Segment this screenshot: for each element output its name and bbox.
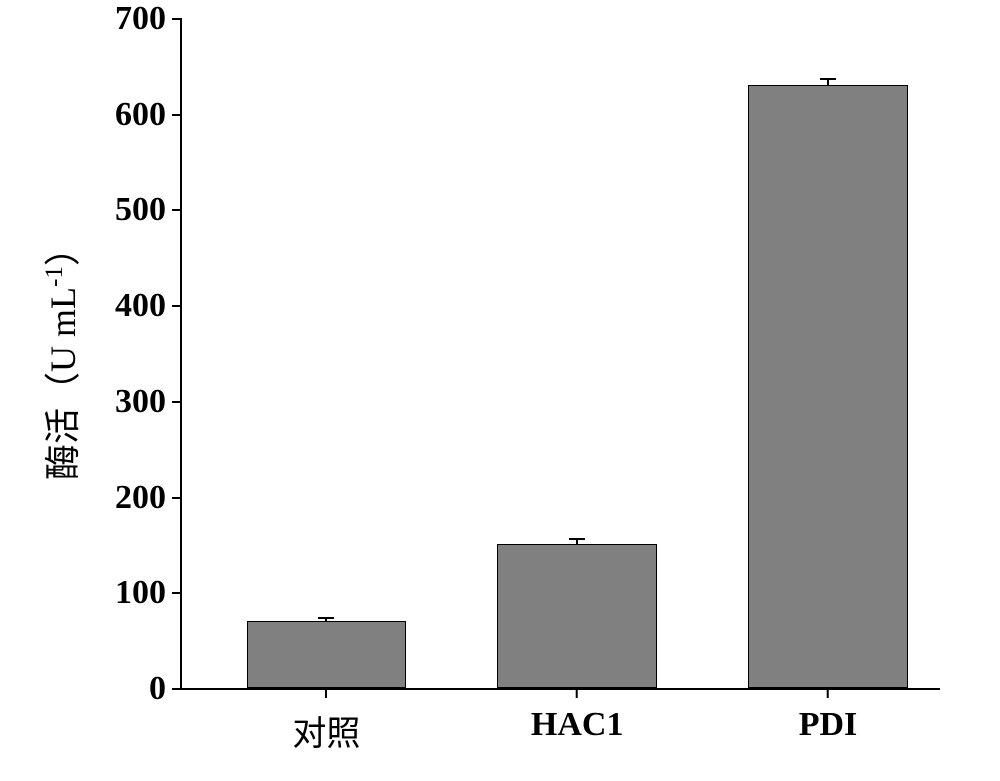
y-tick-mark (172, 18, 182, 20)
bar-chart: 0100200300400500600700对照HAC1PDI 酶活（U mL-… (0, 0, 1000, 781)
y-tick-mark (172, 592, 182, 594)
x-tick-mark (576, 688, 578, 698)
y-tick: 200 (115, 479, 182, 517)
plot-area: 0100200300400500600700对照HAC1PDI (180, 20, 940, 690)
y-axis-title-sup: -1 (41, 266, 68, 287)
y-tick-label: 0 (149, 670, 172, 708)
x-tick: HAC1 (531, 688, 624, 744)
bar (247, 621, 407, 688)
x-tick-label: 对照 (292, 698, 360, 755)
y-tick-label: 400 (115, 287, 172, 325)
error-bar (318, 618, 334, 621)
y-tick-label: 700 (115, 0, 172, 38)
y-tick: 700 (115, 0, 182, 38)
y-tick-label: 100 (115, 574, 172, 612)
error-bar (569, 539, 585, 545)
y-tick: 500 (115, 191, 182, 229)
y-tick-label: 600 (115, 96, 172, 134)
x-tick-label: PDI (799, 698, 858, 744)
x-tick-mark (325, 688, 327, 698)
x-tick: PDI (799, 688, 858, 744)
y-tick: 300 (115, 383, 182, 421)
y-tick: 400 (115, 287, 182, 325)
y-tick-mark (172, 114, 182, 116)
y-tick-mark (172, 401, 182, 403)
y-tick: 100 (115, 574, 182, 612)
y-tick: 600 (115, 96, 182, 134)
x-tick-mark (827, 688, 829, 698)
y-tick-mark (172, 497, 182, 499)
y-tick-label: 200 (115, 479, 172, 517)
y-axis-title-suffix: ） (43, 230, 83, 266)
y-tick: 0 (149, 670, 182, 708)
bar (497, 544, 657, 688)
y-axis-title-text: 酶活（U mL (43, 287, 83, 480)
y-tick-mark (172, 209, 182, 211)
bar (748, 85, 908, 688)
y-axis-title: 酶活（U mL-1） (34, 230, 86, 480)
y-tick-mark (172, 688, 182, 690)
y-tick-label: 300 (115, 383, 172, 421)
y-tick-label: 500 (115, 191, 172, 229)
y-tick-mark (172, 305, 182, 307)
x-tick-label: HAC1 (531, 698, 624, 744)
x-tick: 对照 (292, 688, 360, 755)
error-bar (820, 79, 836, 85)
